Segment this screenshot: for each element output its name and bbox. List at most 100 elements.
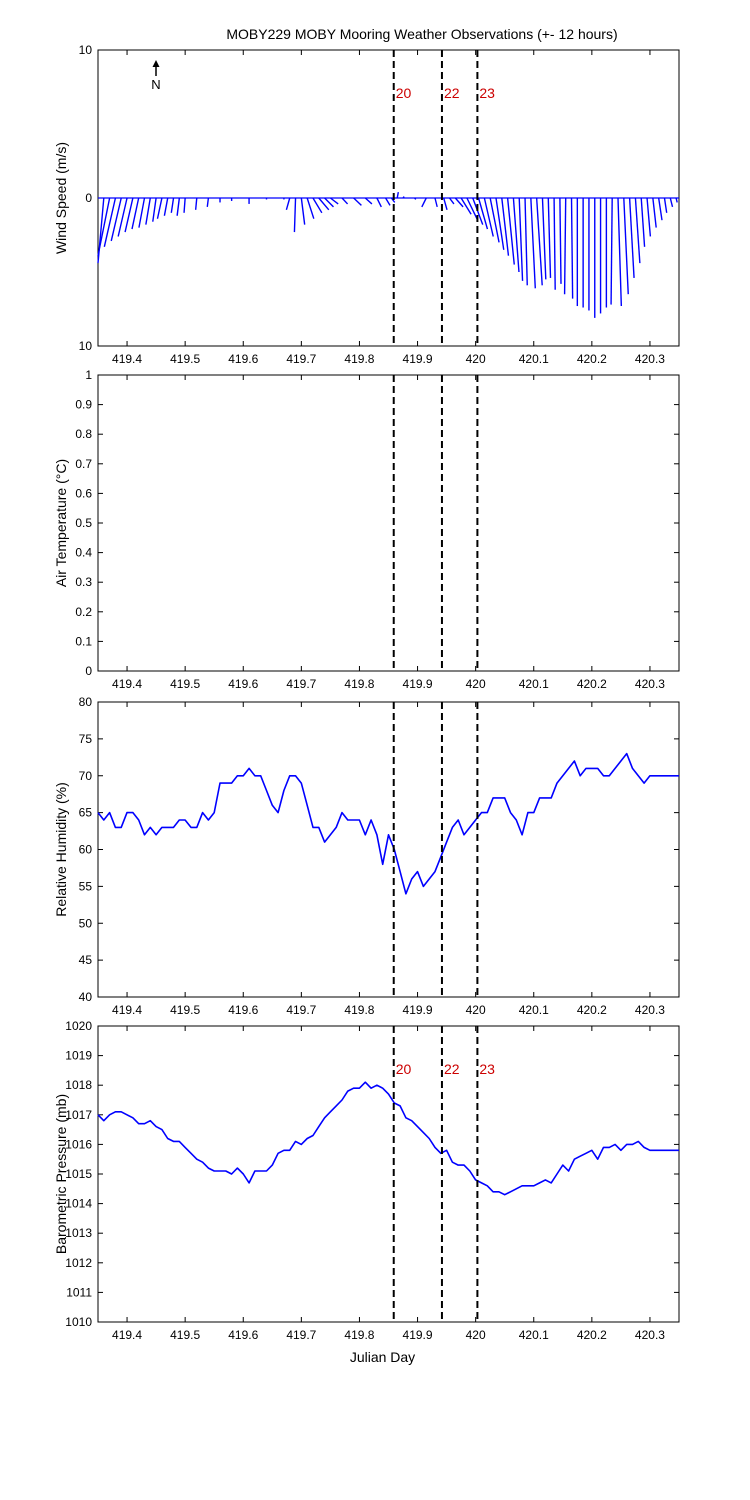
y-tick-label: 0.6 <box>75 486 92 500</box>
wind-stick <box>466 197 478 220</box>
wind-stick <box>460 197 472 215</box>
wind-stick <box>324 197 334 208</box>
wind-stick <box>396 191 400 199</box>
wind-stick <box>353 197 362 206</box>
wind-stick <box>535 197 543 286</box>
y-tick-label: 65 <box>79 806 93 820</box>
axes-box <box>97 1025 680 1323</box>
y-tick-label: 1011 <box>66 1285 92 1299</box>
wind-stick <box>454 197 464 208</box>
panel-pressure: 419.4 419.5 419.6 419.7 419.8 419.9 420 420.1 42… <box>53 1019 680 1365</box>
wind-stick <box>145 197 151 225</box>
wind-stick <box>634 197 641 264</box>
wind-stick <box>652 197 657 228</box>
x-tick-label: 419.6 <box>228 1003 258 1017</box>
x-tick-label: 420.2 <box>577 352 607 366</box>
x-tick-label: 419.8 <box>344 1003 374 1017</box>
x-axis-label: Julian Day <box>350 1349 415 1365</box>
series-line-humidity <box>97 752 679 895</box>
y-tick-label: 0 <box>85 664 92 678</box>
wind-stick <box>501 197 510 256</box>
wind-stick <box>414 197 417 200</box>
wind-stick <box>117 197 128 237</box>
y-axis-label: Relative Humidity (%) <box>53 782 69 917</box>
y-tick-label: 0.2 <box>75 605 92 619</box>
x-tick-label: 419.9 <box>403 1003 433 1017</box>
wind-stick <box>448 197 455 205</box>
wind-stick <box>97 197 111 256</box>
event-marker-label: 22 <box>444 85 460 101</box>
wind-stick <box>421 197 427 208</box>
wind-stick <box>669 197 674 208</box>
wind-stick <box>364 197 373 205</box>
wind-stick <box>518 197 524 281</box>
x-tick-label: 419.4 <box>112 1328 142 1342</box>
x-tick-label: 419.6 <box>228 677 258 691</box>
x-tick-label: 420.3 <box>635 1003 665 1017</box>
wind-stick <box>183 197 186 213</box>
wind-stick <box>530 197 536 289</box>
x-tick-label: 419.7 <box>286 1328 316 1342</box>
y-tick-label: 70 <box>79 769 93 783</box>
y-tick-label: 55 <box>79 879 93 893</box>
x-tick-label: 419.5 <box>170 1003 200 1017</box>
x-tick-label: 419.9 <box>403 1328 433 1342</box>
x-tick-label: 420 <box>466 1328 486 1342</box>
y-tick-label: 80 <box>79 695 93 709</box>
x-tick-label: 419.5 <box>170 352 200 366</box>
y-tick-label: 40 <box>79 990 93 1004</box>
y-tick-label: 10 <box>79 43 93 57</box>
wind-stick <box>131 197 140 230</box>
y-tick-label: 0 <box>85 191 92 205</box>
x-tick-label: 419.4 <box>112 1003 142 1017</box>
wind-stick <box>341 197 349 205</box>
y-tick-label: 10 <box>79 339 93 353</box>
event-marker-label: 23 <box>479 85 495 101</box>
x-tick-label: 419.8 <box>344 352 374 366</box>
x-tick-label: 420 <box>466 677 486 691</box>
event-marker-label: 20 <box>396 85 412 101</box>
wind-stick <box>610 197 613 305</box>
y-tick-label: 1016 <box>65 1137 92 1151</box>
wind-stick <box>300 197 306 225</box>
x-tick-label: 419.4 <box>112 677 142 691</box>
y-tick-label: 50 <box>79 916 93 930</box>
north-arrow-head-icon <box>152 60 160 67</box>
y-tick-label: 0.8 <box>75 427 92 441</box>
y-tick-label: 1019 <box>65 1049 92 1063</box>
wind-stick <box>495 197 505 250</box>
panels: 419.4 419.5 419.6 419.7 419.8 419.9 420 420.1 42… <box>53 43 680 1365</box>
x-tick-label: 419.9 <box>403 352 433 366</box>
wind-stick <box>285 197 291 211</box>
y-tick-label: 0.9 <box>75 398 92 412</box>
wind-stick <box>170 197 175 213</box>
wind-stick <box>472 197 484 225</box>
wind-stick <box>176 197 181 216</box>
x-tick-label: 419.5 <box>170 677 200 691</box>
y-tick-label: 1012 <box>65 1256 92 1270</box>
y-tick-label: 45 <box>79 953 93 967</box>
y-tick-label: 1010 <box>65 1315 92 1329</box>
x-tick-label: 419.7 <box>286 677 316 691</box>
x-tick-label: 419.6 <box>228 352 258 366</box>
wind-stick <box>152 197 157 222</box>
event-marker-label: 23 <box>479 1061 495 1077</box>
wind-stick <box>506 197 515 265</box>
x-tick-label: 420.1 <box>519 352 549 366</box>
y-tick-label: 75 <box>79 732 93 746</box>
event-marker-label: 20 <box>396 1061 412 1077</box>
axes-box <box>97 374 680 672</box>
panel-wind: 419.4 419.5 419.6 419.7 419.8 419.9 420 420.1 42… <box>53 43 680 366</box>
wind-stick <box>312 197 323 214</box>
axes-box <box>97 701 680 998</box>
wind-stick <box>434 197 438 208</box>
y-tick-label: 1013 <box>65 1226 92 1240</box>
y-tick-label: 0.5 <box>75 516 92 530</box>
wind-stick <box>156 197 163 219</box>
wind-stick <box>541 197 547 280</box>
x-tick-label: 419.9 <box>403 677 433 691</box>
x-tick-label: 420.3 <box>635 1328 665 1342</box>
y-tick-label: 1018 <box>65 1078 92 1092</box>
y-tick-label: 1 <box>85 368 92 382</box>
